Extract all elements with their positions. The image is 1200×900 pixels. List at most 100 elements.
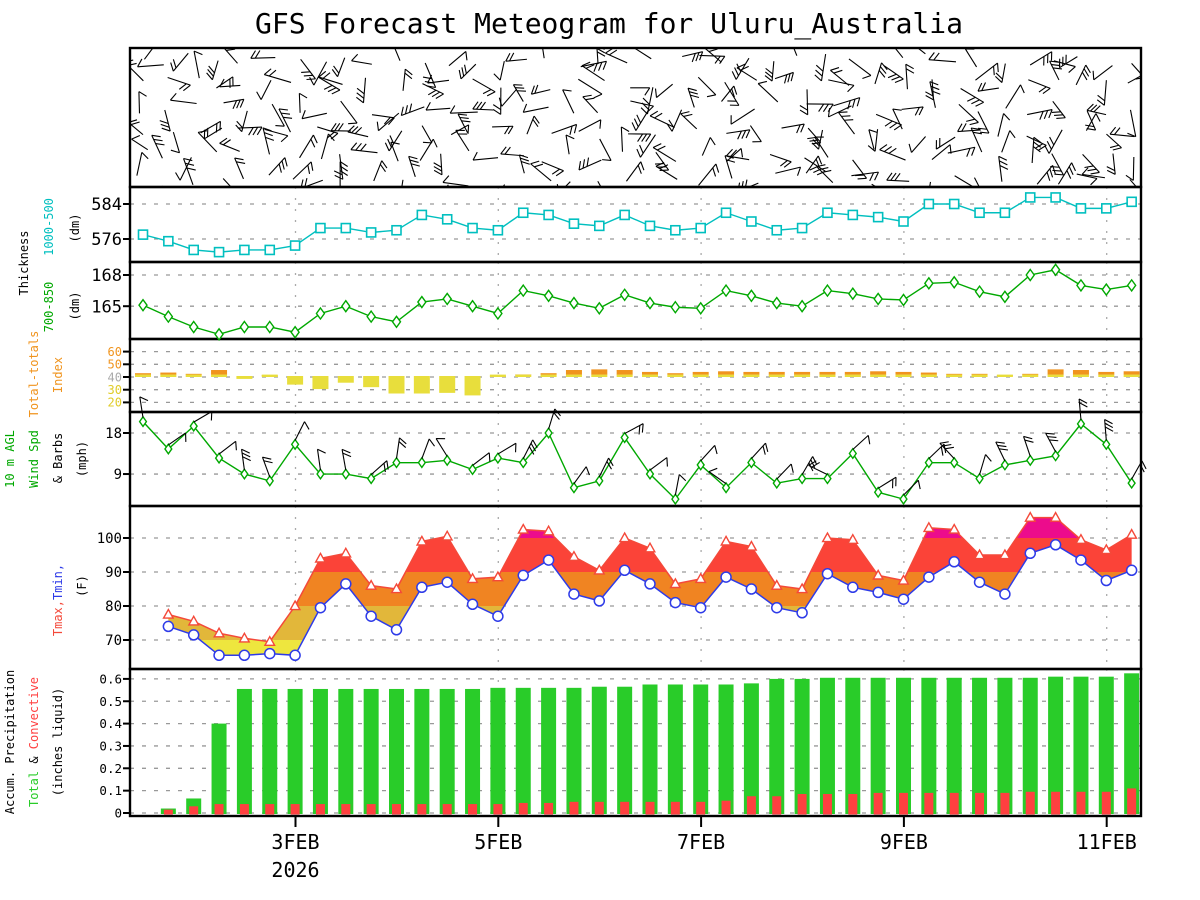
- wind-barb: [542, 49, 545, 59]
- wind-barb-feather: [838, 111, 848, 114]
- wind-barb-feather: [972, 131, 983, 135]
- tmin-marker: [238, 649, 251, 662]
- wind-barb-feather: [666, 457, 668, 467]
- wind-barb: [401, 179, 404, 186]
- tt-bar-yellow-base: [565, 374, 582, 377]
- wind-barb: [970, 127, 983, 153]
- wind-barb-feather: [341, 448, 351, 454]
- wind-barb-feather: [605, 49, 613, 54]
- wind-barb: [492, 125, 514, 128]
- wind-barb: [656, 83, 673, 98]
- wind-barb-feather: [1146, 73, 1147, 82]
- wind-barb-feather: [360, 143, 367, 152]
- wind-barb: [298, 93, 301, 113]
- wind-barb-feather: [1049, 136, 1055, 146]
- precipitation-tick-label: 0.6: [99, 671, 122, 686]
- wind-barb: [450, 124, 469, 136]
- wind-barb-feather: [999, 164, 1009, 170]
- wind-barb: [1031, 137, 1035, 164]
- date-label: 3FEB: [271, 830, 319, 854]
- precip-total-bar: [921, 677, 937, 814]
- tmin-marker: [796, 607, 808, 619]
- tt-bar-orange: [1098, 371, 1115, 375]
- tt-bar-yellow: [287, 376, 304, 385]
- temperature-series: [162, 511, 1138, 662]
- wind-barb-feather: [1068, 166, 1074, 175]
- wind-barb-feather: [555, 170, 564, 177]
- wind-barb: [1106, 133, 1122, 149]
- wind-barb-feather: [585, 97, 595, 101]
- wind-barb-feather: [1141, 460, 1147, 470]
- wind-barb-feather: [278, 108, 288, 111]
- wind-barb-feather: [885, 198, 893, 202]
- tmin-marker: [897, 593, 910, 605]
- tmin-marker: [720, 571, 732, 583]
- wind-speed-marker: [1076, 417, 1086, 430]
- wind-barb-feather: [284, 157, 288, 167]
- wind-barb-feather: [1093, 105, 1101, 113]
- tmax-marker: [263, 635, 276, 646]
- date-label: 11FEB: [1077, 830, 1137, 854]
- precip-convective-bar: [1025, 791, 1035, 815]
- wind-speed-marker: [164, 442, 173, 455]
- wind-speed-marker: [138, 415, 148, 428]
- tmax-marker: [796, 582, 809, 594]
- wind-barb-feather: [669, 190, 675, 197]
- thickness2-marker: [771, 296, 782, 310]
- wind-barb: [136, 152, 143, 176]
- wind-barb-feather: [879, 66, 887, 74]
- wind-speed-marker: [721, 481, 731, 494]
- tmin-marker: [340, 578, 352, 590]
- wind-barb: [219, 84, 241, 88]
- wind-barb-feather: [1042, 87, 1051, 95]
- thickness-marker: [188, 244, 199, 256]
- wind-barb-feather: [740, 65, 749, 71]
- wind-barb: [838, 112, 855, 135]
- wind-barb: [172, 131, 181, 153]
- wind-barb: [774, 71, 794, 80]
- wind-barb-feather: [933, 52, 940, 61]
- wind-barb-feather: [890, 172, 897, 181]
- wind-barb-feather: [639, 144, 644, 154]
- wind-barb-feather: [170, 62, 174, 72]
- wind-barb-feather: [408, 155, 418, 160]
- wind-barb-feather: [505, 53, 511, 62]
- wind-barb-feather: [833, 69, 843, 74]
- wind-barb-feather: [796, 124, 801, 134]
- thickness2-marker: [467, 299, 478, 313]
- wind-barb: [918, 49, 926, 55]
- precipitation-tick-label: 0.3: [99, 738, 122, 753]
- wind-barb: [262, 127, 271, 155]
- wind-barb: [1103, 80, 1107, 106]
- wind-barb-feather: [160, 123, 170, 128]
- wind-barb: [351, 60, 372, 65]
- thickness-marker: [670, 224, 681, 236]
- wind-barb-feather: [356, 92, 365, 99]
- wind-barb-feather: [975, 101, 984, 107]
- wind-barb-feather: [565, 134, 575, 140]
- tmin-marker: [416, 581, 428, 594]
- thickness-marker: [746, 216, 757, 227]
- thickness2-marker: [1101, 282, 1112, 297]
- wind-barb-feather: [264, 132, 273, 137]
- wind-barb: [401, 106, 425, 117]
- wind-barb: [224, 49, 238, 64]
- wind-barb: [442, 181, 469, 186]
- tt-bar-yellow-base: [870, 374, 887, 377]
- wind-barb-feather: [892, 108, 902, 111]
- wind-barb-feather: [602, 159, 612, 162]
- wind-barb: [979, 454, 987, 475]
- wind-barb-feather: [1071, 162, 1076, 172]
- precip-convective-bar: [696, 801, 706, 815]
- wind-barb: [131, 138, 149, 151]
- wind-barb-feather: [307, 164, 311, 174]
- wind-barb: [954, 175, 973, 186]
- wind-barb: [143, 49, 153, 60]
- precip-total-bar: [211, 723, 227, 814]
- wind-barb-feather: [234, 157, 244, 161]
- wind-barb-feather: [334, 174, 344, 180]
- wind-barb-feather: [248, 127, 254, 136]
- wind-barb: [726, 155, 750, 161]
- wind-barb-feather: [427, 74, 433, 84]
- wind-barb-feather: [966, 118, 976, 122]
